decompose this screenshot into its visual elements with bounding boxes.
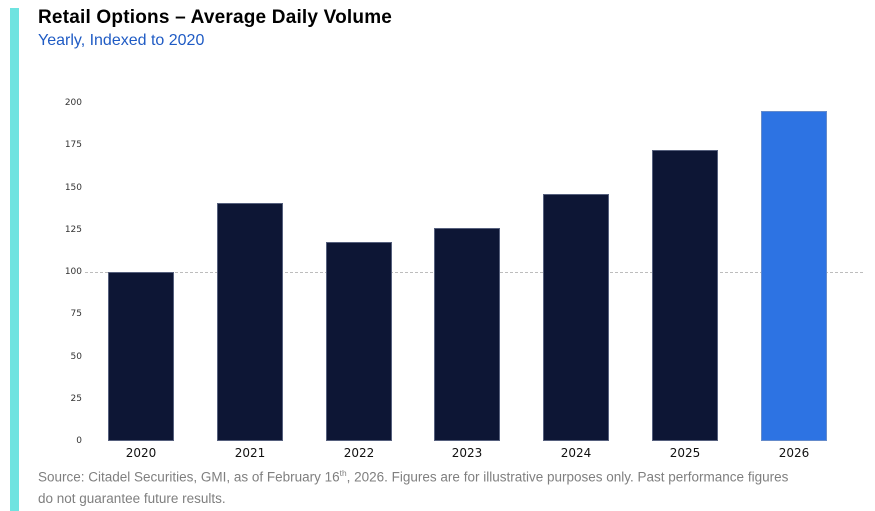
accent-bar bbox=[10, 8, 19, 511]
bar-2021 bbox=[217, 203, 283, 441]
bar-2023 bbox=[434, 228, 500, 441]
y-axis-tick-25: 25 bbox=[70, 393, 82, 404]
y-axis-tick-150: 150 bbox=[64, 182, 82, 193]
y-axis-tick-100: 100 bbox=[64, 267, 82, 277]
x-axis-tick-2025: 2025 bbox=[669, 446, 701, 460]
source-note-line2: do not guarantee future results. bbox=[38, 490, 226, 506]
bar-2026 bbox=[761, 111, 827, 441]
x-axis-tick-2024: 2024 bbox=[560, 446, 592, 460]
page-title: Retail Options – Average Daily Volume bbox=[38, 7, 393, 28]
bar-2025 bbox=[652, 150, 718, 441]
chart-subtitle: Yearly, Indexed to 2020 bbox=[38, 32, 205, 49]
x-axis-tick-2020: 2020 bbox=[125, 446, 157, 460]
x-axis-tick-2021: 2021 bbox=[234, 446, 266, 460]
x-axis-tick-2022: 2022 bbox=[343, 446, 375, 460]
x-axis-tick-2023: 2023 bbox=[451, 446, 483, 460]
source-note-line1-rest: , 2026. Figures are for illustrative pur… bbox=[346, 469, 789, 485]
bar-2024 bbox=[543, 194, 609, 441]
y-axis-tick-0: 0 bbox=[76, 436, 82, 446]
bar-2022 bbox=[326, 242, 392, 441]
x-axis-tick-2026: 2026 bbox=[778, 446, 810, 460]
bar-chart: 0 25 50 75 100 125 150 175 200 2020 2021 2022 2023 20… bbox=[60, 96, 866, 468]
y-axis-tick-200: 200 bbox=[64, 98, 82, 108]
y-axis-tick-50: 50 bbox=[70, 351, 82, 362]
source-note: Source: Citadel Securities, GMI, as of F… bbox=[38, 463, 866, 509]
source-note-line1: Source: Citadel Securities, GMI, as of F… bbox=[38, 463, 866, 488]
bar-2020 bbox=[108, 272, 174, 441]
y-axis-tick-125: 125 bbox=[64, 224, 82, 235]
source-note-line1-text: Source: Citadel Securities, GMI, as of F… bbox=[38, 469, 340, 485]
y-axis-tick-75: 75 bbox=[70, 309, 82, 320]
y-axis-tick-175: 175 bbox=[64, 140, 82, 151]
ordinal-suffix: th bbox=[339, 468, 347, 478]
